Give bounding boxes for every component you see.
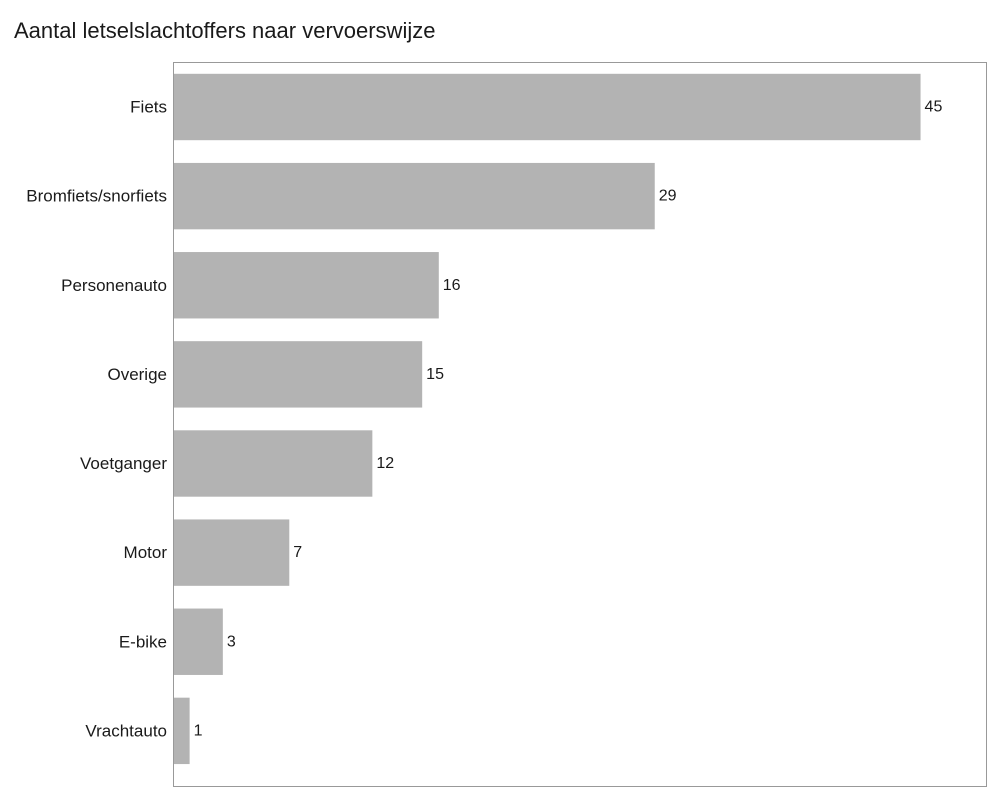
data-label: 29 [659, 188, 677, 205]
bars-group [173, 73, 921, 765]
chart-title: Aantal letselslachtoffers naar vervoersw… [14, 18, 436, 43]
category-label: Overige [107, 365, 167, 384]
category-label: Personenauto [61, 276, 167, 295]
category-label: Fiets [130, 98, 167, 117]
data-label: 1 [194, 722, 203, 739]
bar [173, 252, 439, 319]
category-label: E-bike [119, 632, 167, 651]
data-label: 12 [376, 455, 394, 472]
category-label: Voetganger [80, 454, 167, 473]
bar [173, 162, 655, 230]
bar [173, 608, 223, 675]
data-label: 16 [443, 277, 461, 294]
bar [173, 73, 921, 141]
data-label: 15 [426, 366, 444, 383]
data-label: 7 [293, 544, 302, 561]
category-label: Bromfiets/snorfiets [26, 187, 167, 206]
category-label: Motor [124, 543, 168, 562]
bar [173, 430, 373, 497]
bar [173, 341, 423, 408]
value-labels-group: 45 29 16 15 12 7 3 1 [194, 99, 943, 740]
bar [173, 697, 190, 765]
category-labels-group: Fiets Bromfiets/snorfiets Personenauto Over… [26, 98, 167, 741]
plot-frame [173, 62, 987, 787]
bar [173, 519, 290, 586]
data-label: 3 [227, 633, 236, 650]
category-label: Vrachtauto [85, 721, 167, 740]
data-label: 45 [925, 99, 943, 116]
